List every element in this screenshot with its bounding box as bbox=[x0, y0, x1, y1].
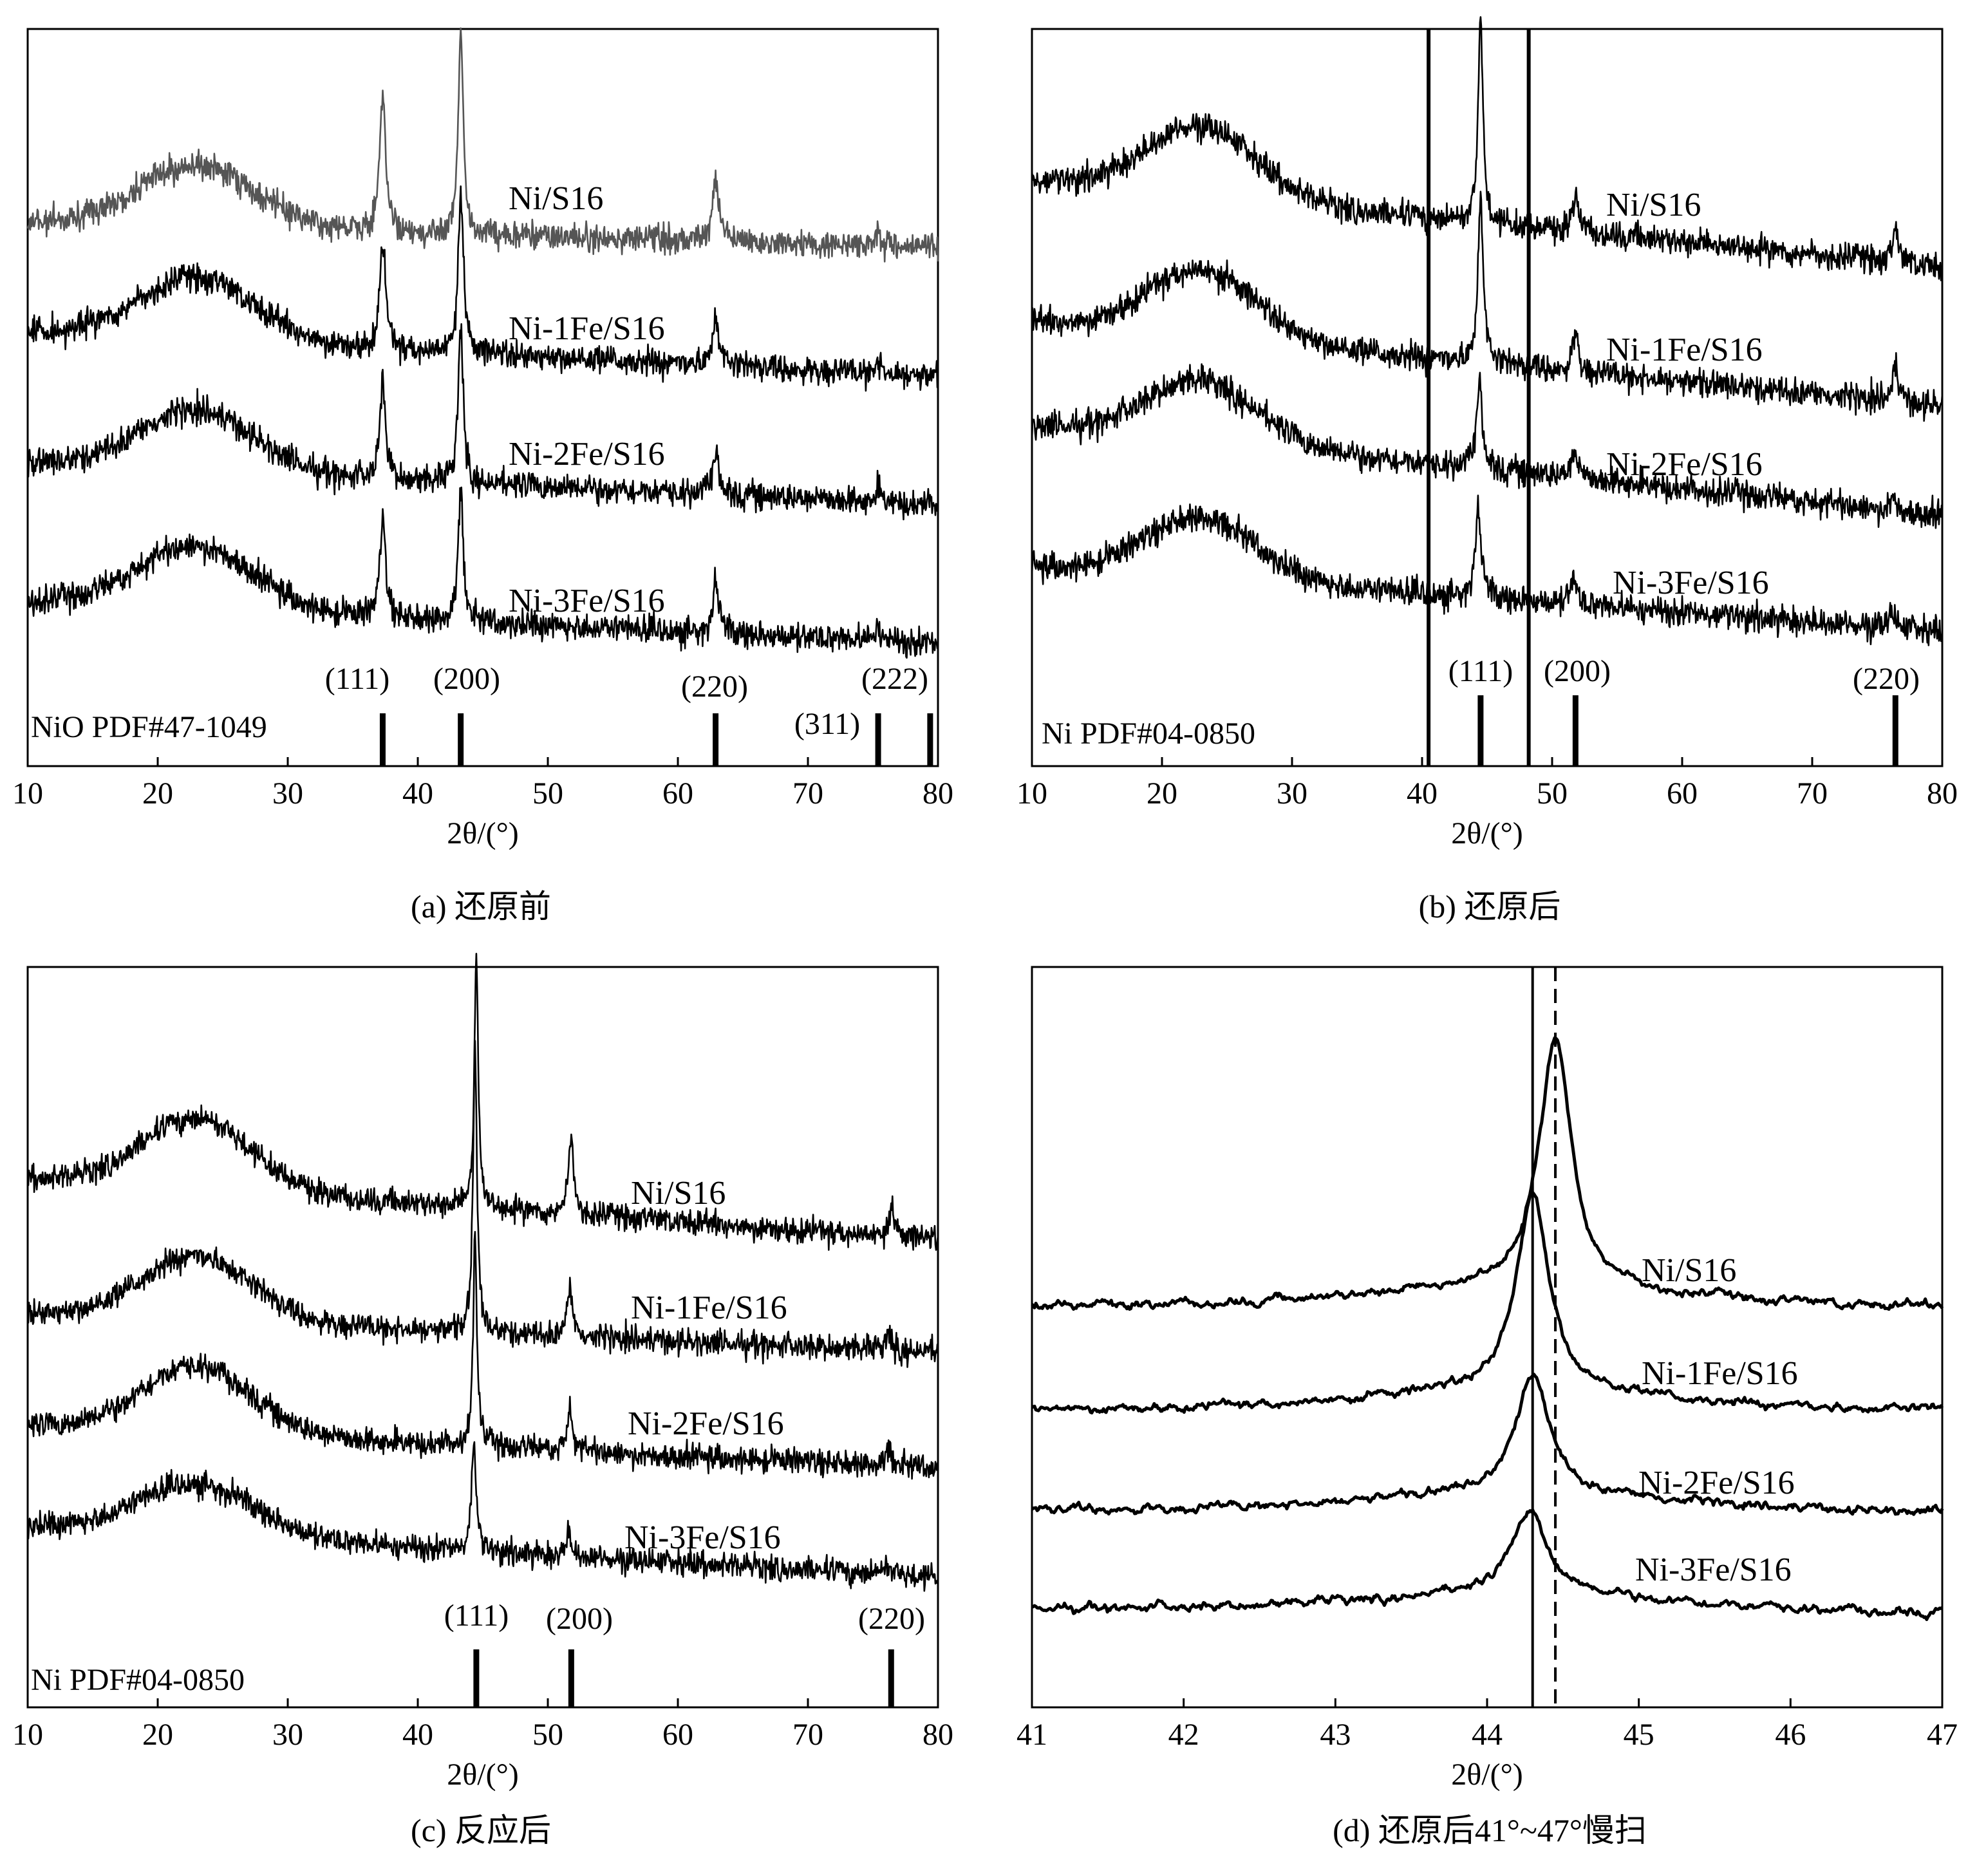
x-tick-label: 10 bbox=[12, 1718, 43, 1752]
series-line-ni-s16 bbox=[26, 27, 939, 263]
x-tick-label: 40 bbox=[402, 1718, 433, 1752]
x-tick-label: 70 bbox=[792, 776, 823, 811]
reference-peak-label: (311) bbox=[794, 707, 860, 741]
series-label: Ni-3Fe/S16 bbox=[624, 1519, 781, 1556]
series-label: Ni-3Fe/S16 bbox=[1613, 565, 1769, 601]
series-line-ni-2fe-s16 bbox=[1031, 363, 1944, 529]
x-tick-label: 43 bbox=[1320, 1718, 1351, 1752]
reference-card-label: NiO PDF#47-1049 bbox=[31, 710, 267, 744]
x-tick-label: 80 bbox=[1927, 776, 1958, 811]
series-line-ni-2fe-s16 bbox=[1031, 1373, 1944, 1516]
x-axis-label: 2θ/(°) bbox=[447, 1758, 519, 1792]
x-tick-label: 20 bbox=[1147, 776, 1177, 811]
x-tick-label: 10 bbox=[1017, 776, 1047, 811]
reference-peak-label: (220) bbox=[1853, 662, 1920, 696]
x-tick-label: 30 bbox=[272, 1718, 303, 1752]
reference-peak-label: (220) bbox=[858, 1602, 925, 1636]
series-line-ni-2fe-s16 bbox=[26, 1231, 939, 1480]
series-label: Ni-1Fe/S16 bbox=[1606, 332, 1763, 368]
plot-frame-c bbox=[26, 966, 939, 1709]
x-axis-label: 2θ/(°) bbox=[1451, 1758, 1523, 1792]
reference-peak-label: (111) bbox=[1448, 654, 1513, 688]
reference-peak-label: (200) bbox=[1544, 654, 1611, 688]
x-tick-label: 50 bbox=[1537, 776, 1568, 811]
caption-d: (d) 还原后41°~47°慢扫 bbox=[1333, 1812, 1647, 1848]
x-tick-label: 20 bbox=[142, 1718, 173, 1752]
x-tick-label: 80 bbox=[923, 776, 953, 811]
x-tick-label: 70 bbox=[792, 1718, 823, 1752]
plot-frame-a bbox=[26, 28, 939, 767]
caption-b: (b) 还原后 bbox=[1418, 888, 1561, 924]
series-label: Ni/S16 bbox=[509, 180, 603, 217]
x-tick-label: 44 bbox=[1472, 1718, 1503, 1752]
x-tick-label: 50 bbox=[532, 776, 563, 811]
series-label: Ni-2Fe/S16 bbox=[628, 1405, 784, 1442]
series-line-ni-1fe-s16 bbox=[1031, 191, 1944, 422]
x-tick-label: 41 bbox=[1017, 1718, 1047, 1752]
x-tick-label: 46 bbox=[1775, 1718, 1806, 1752]
series-line-ni-3fe-s16 bbox=[26, 1441, 939, 1592]
series-line-ni-s16 bbox=[26, 953, 939, 1251]
x-tick-label: 50 bbox=[532, 1718, 563, 1752]
reference-peak-label: (200) bbox=[433, 662, 500, 696]
reference-card-label: Ni PDF#04-0850 bbox=[1042, 717, 1255, 751]
x-tick-label: 10 bbox=[12, 776, 43, 811]
series-line-ni-s16 bbox=[1031, 16, 1944, 281]
series-label: Ni-2Fe/S16 bbox=[1606, 446, 1763, 483]
reference-peak-label: (200) bbox=[546, 1602, 613, 1636]
plot-frame-d bbox=[1031, 966, 1944, 1709]
series-line-ni-1fe-s16 bbox=[26, 1040, 939, 1368]
x-tick-label: 40 bbox=[402, 776, 433, 811]
reference-peak-label: (111) bbox=[325, 662, 389, 696]
x-tick-label: 45 bbox=[1624, 1718, 1654, 1752]
reference-card-label: Ni PDF#04-0850 bbox=[31, 1663, 245, 1697]
reference-peak-label: (220) bbox=[681, 670, 748, 704]
caption-a: (a) 还原前 bbox=[411, 888, 551, 924]
x-tick-label: 42 bbox=[1168, 1718, 1199, 1752]
reference-peak-label: (222) bbox=[861, 662, 928, 696]
series-line-ni-3fe-s16 bbox=[1031, 494, 1944, 646]
series-line-ni-s16 bbox=[1031, 1036, 1944, 1311]
reference-peak-label: (111) bbox=[444, 1599, 509, 1633]
series-line-ni-1fe-s16 bbox=[26, 185, 939, 392]
x-tick-label: 30 bbox=[1277, 776, 1307, 811]
x-axis-label: 2θ/(°) bbox=[447, 816, 519, 850]
x-tick-label: 60 bbox=[662, 776, 693, 811]
series-line-ni-1fe-s16 bbox=[1031, 1190, 1944, 1414]
series-line-ni-3fe-s16 bbox=[26, 486, 939, 659]
x-tick-label: 60 bbox=[662, 1718, 693, 1752]
series-label: Ni/S16 bbox=[1606, 187, 1701, 223]
x-tick-label: 30 bbox=[272, 776, 303, 811]
series-label: Ni-3Fe/S16 bbox=[509, 583, 665, 619]
series-label: Ni-1Fe/S16 bbox=[1642, 1355, 1798, 1392]
series-label: Ni-1Fe/S16 bbox=[509, 310, 665, 347]
x-tick-label: 20 bbox=[142, 776, 173, 811]
series-line-ni-3fe-s16 bbox=[1031, 1508, 1944, 1621]
series-label: Ni-2Fe/S16 bbox=[1638, 1465, 1795, 1501]
x-tick-label: 40 bbox=[1407, 776, 1438, 811]
x-tick-label: 60 bbox=[1667, 776, 1698, 811]
series-label: Ni/S16 bbox=[631, 1175, 726, 1212]
series-label: Ni/S16 bbox=[1642, 1252, 1736, 1289]
series-label: Ni-1Fe/S16 bbox=[631, 1290, 787, 1326]
series-label: Ni-2Fe/S16 bbox=[509, 436, 665, 473]
x-tick-label: 70 bbox=[1797, 776, 1828, 811]
series-line-ni-2fe-s16 bbox=[26, 323, 939, 521]
x-axis-label: 2θ/(°) bbox=[1451, 816, 1523, 850]
x-tick-label: 80 bbox=[923, 1718, 953, 1752]
series-label: Ni-3Fe/S16 bbox=[1635, 1552, 1792, 1588]
caption-c: (c) 反应后 bbox=[411, 1812, 551, 1848]
x-tick-label: 47 bbox=[1927, 1718, 1958, 1752]
